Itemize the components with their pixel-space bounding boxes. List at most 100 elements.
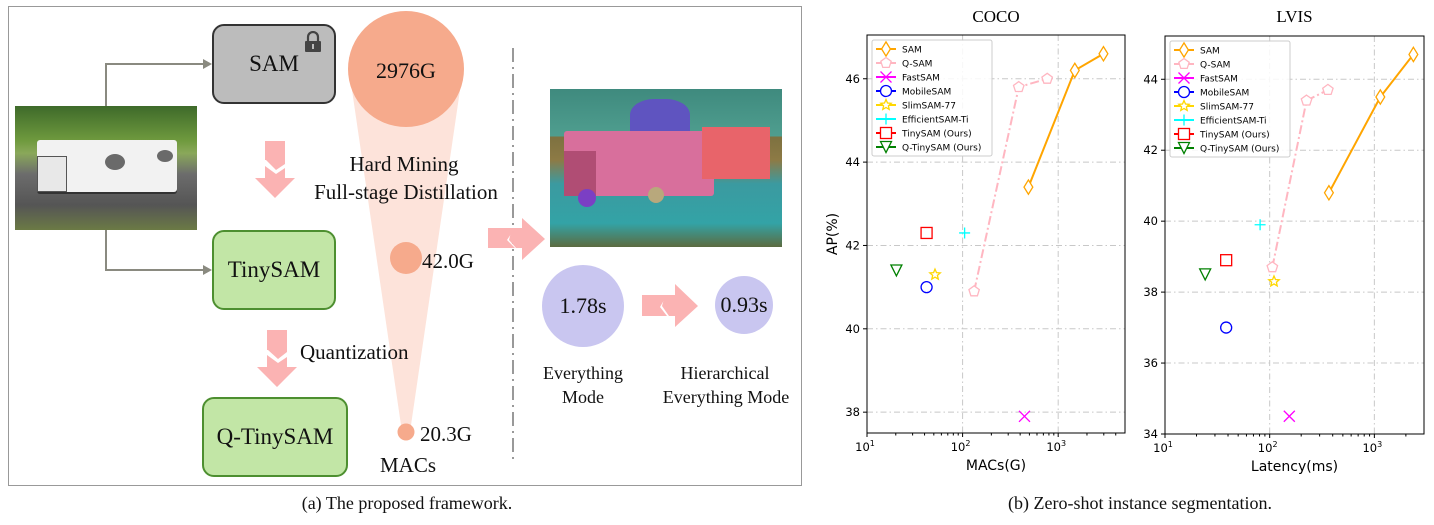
legend-entry: SAM [1174, 41, 1220, 59]
legend-marker [1178, 57, 1190, 70]
series-q-sam [1266, 83, 1334, 273]
hierarchical-mode-time: 0.93s [715, 276, 773, 334]
everything-time-value: 1.78s [559, 293, 607, 318]
legend-marker [880, 113, 892, 125]
macs-circle-qtinysam [397, 423, 415, 441]
legend-marker [879, 84, 893, 98]
data-point [1321, 83, 1334, 96]
legend-label: MobileSAM [902, 88, 951, 98]
plot-frame [1164, 35, 1425, 435]
legend-label: Q-SAM [1200, 61, 1230, 71]
series-fastsam [1018, 410, 1031, 423]
y-tick-label: 42 [1143, 143, 1158, 157]
connector-to-tinysam [105, 230, 206, 271]
data-point [1041, 72, 1054, 84]
series-slimsam-77 [928, 267, 942, 281]
data-point [1023, 178, 1034, 196]
tinysam-model-box: TinySAM [212, 230, 336, 310]
macs-qtinysam-value: 20.3G [420, 422, 472, 446]
qtinysam-model-box: Q-TinySAM [202, 397, 348, 477]
y-tick-label: 34 [1143, 427, 1158, 441]
legend-box [1169, 40, 1291, 158]
data-point [1283, 410, 1296, 423]
legend-label: EfficientSAM-Ti [902, 116, 969, 126]
hierarchical-mode-label-line1: Hierarchical [680, 363, 770, 383]
qtinysam-label: Q-TinySAM [216, 424, 334, 449]
down-arrow-icon [257, 330, 297, 387]
x-tick-label: 101 [1153, 440, 1173, 455]
legend-label: Q-TinySAM (Ours) [1200, 145, 1279, 155]
chart-lvis: LVIS 34 36 38 40 42 44 101 102 103 Latency(ms) SAM Q… [1143, 7, 1425, 475]
legend-marker [1178, 114, 1190, 126]
lock-icon [305, 31, 321, 52]
caption-b: (b) Zero-shot instance segmentation. [1008, 493, 1272, 513]
data-point [920, 226, 933, 240]
legend-label: TinySAM (Ours) [901, 130, 972, 140]
data-point [1012, 80, 1025, 93]
right-arrow-icon [642, 284, 698, 327]
legend-label: FastSAM [902, 74, 940, 84]
y-tick-label: 40 [1143, 214, 1158, 228]
legend-entry: Q-SAM [1174, 57, 1230, 71]
legend-box [871, 39, 993, 157]
x-axis-label: MACs(G) [966, 458, 1026, 474]
chart-coco: COCO 38 40 42 44 46 101 102 103 MACs(G) AP(%) SAM Q-… [825, 7, 1126, 474]
series-sam [1323, 46, 1419, 202]
legend-marker [1177, 85, 1191, 99]
y-tick-label: 44 [1143, 72, 1158, 86]
everything-mode-time: 1.78s [542, 265, 624, 347]
data-point [1408, 46, 1419, 63]
macs-sam-value: 2976G [376, 58, 436, 83]
x-axis-label: Latency(ms) [1251, 459, 1338, 475]
legend: SAM Q-SAM FastSAM MobileSAM SlimSAM-77 Effici… [1169, 40, 1291, 158]
y-tick-label: 36 [1143, 356, 1158, 370]
x-tick-label: 103 [1362, 440, 1382, 455]
caption-a: (a) The proposed framework. [301, 493, 513, 513]
macs-circle-sam [348, 11, 464, 127]
x-tick-label: 101 [855, 439, 875, 454]
series-efficientsam-ti [1254, 219, 1266, 231]
charts: COCO 38 40 42 44 46 101 102 103 MACs(G) AP(%) SAM Q-… [825, 7, 1425, 475]
macs-circle-tinysam [390, 242, 422, 274]
legend-entry: SAM [876, 40, 922, 58]
legend-marker [879, 140, 893, 154]
legend-entry: MobileSAM [876, 84, 951, 98]
legend-entry: Q-TinySAM (Ours) [876, 140, 981, 154]
distill-label-line1: Hard Mining [349, 152, 459, 176]
legend-marker [880, 40, 892, 58]
arrowhead-icon [203, 265, 212, 275]
legend-marker [880, 56, 892, 69]
legend-label: MobileSAM [1200, 89, 1249, 99]
series-efficientsam-ti [959, 227, 971, 239]
legend-entry: Q-SAM [876, 56, 932, 70]
legend-entry: Q-TinySAM (Ours) [1174, 141, 1279, 155]
segmentation-output-image [550, 89, 782, 247]
legend: SAM Q-SAM FastSAM MobileSAM SlimSAM-77 Effici… [871, 39, 993, 157]
legend-entry: SlimSAM-77 [876, 97, 956, 112]
y-tick-label: 44 [845, 155, 860, 169]
data-point [1098, 45, 1109, 63]
data-point [1266, 260, 1279, 273]
legend-marker [1178, 72, 1190, 84]
connector-to-sam [105, 63, 206, 106]
series-slimsam-77 [1267, 274, 1281, 288]
data-point [1323, 184, 1335, 202]
series-q-tinysam-ours- [889, 264, 903, 278]
x-tick-label: 102 [1258, 440, 1278, 455]
data-point [959, 227, 971, 239]
legend-label: EfficientSAM-Ti [1200, 117, 1267, 127]
sam-label: SAM [249, 51, 299, 76]
legend-entry: FastSAM [1174, 72, 1238, 85]
y-tick-label: 38 [845, 405, 860, 419]
data-point [968, 284, 981, 297]
quantization-label: Quantization [300, 340, 409, 364]
series-line [1328, 53, 1415, 194]
legend-marker [1177, 127, 1191, 141]
plot-frame [866, 34, 1126, 434]
chart-title: COCO [972, 7, 1019, 26]
y-tick-label: 38 [1143, 285, 1158, 299]
down-arrow-icon [255, 141, 295, 198]
right-arrow-icon [488, 218, 545, 260]
series-tinysam-ours- [1220, 254, 1233, 267]
